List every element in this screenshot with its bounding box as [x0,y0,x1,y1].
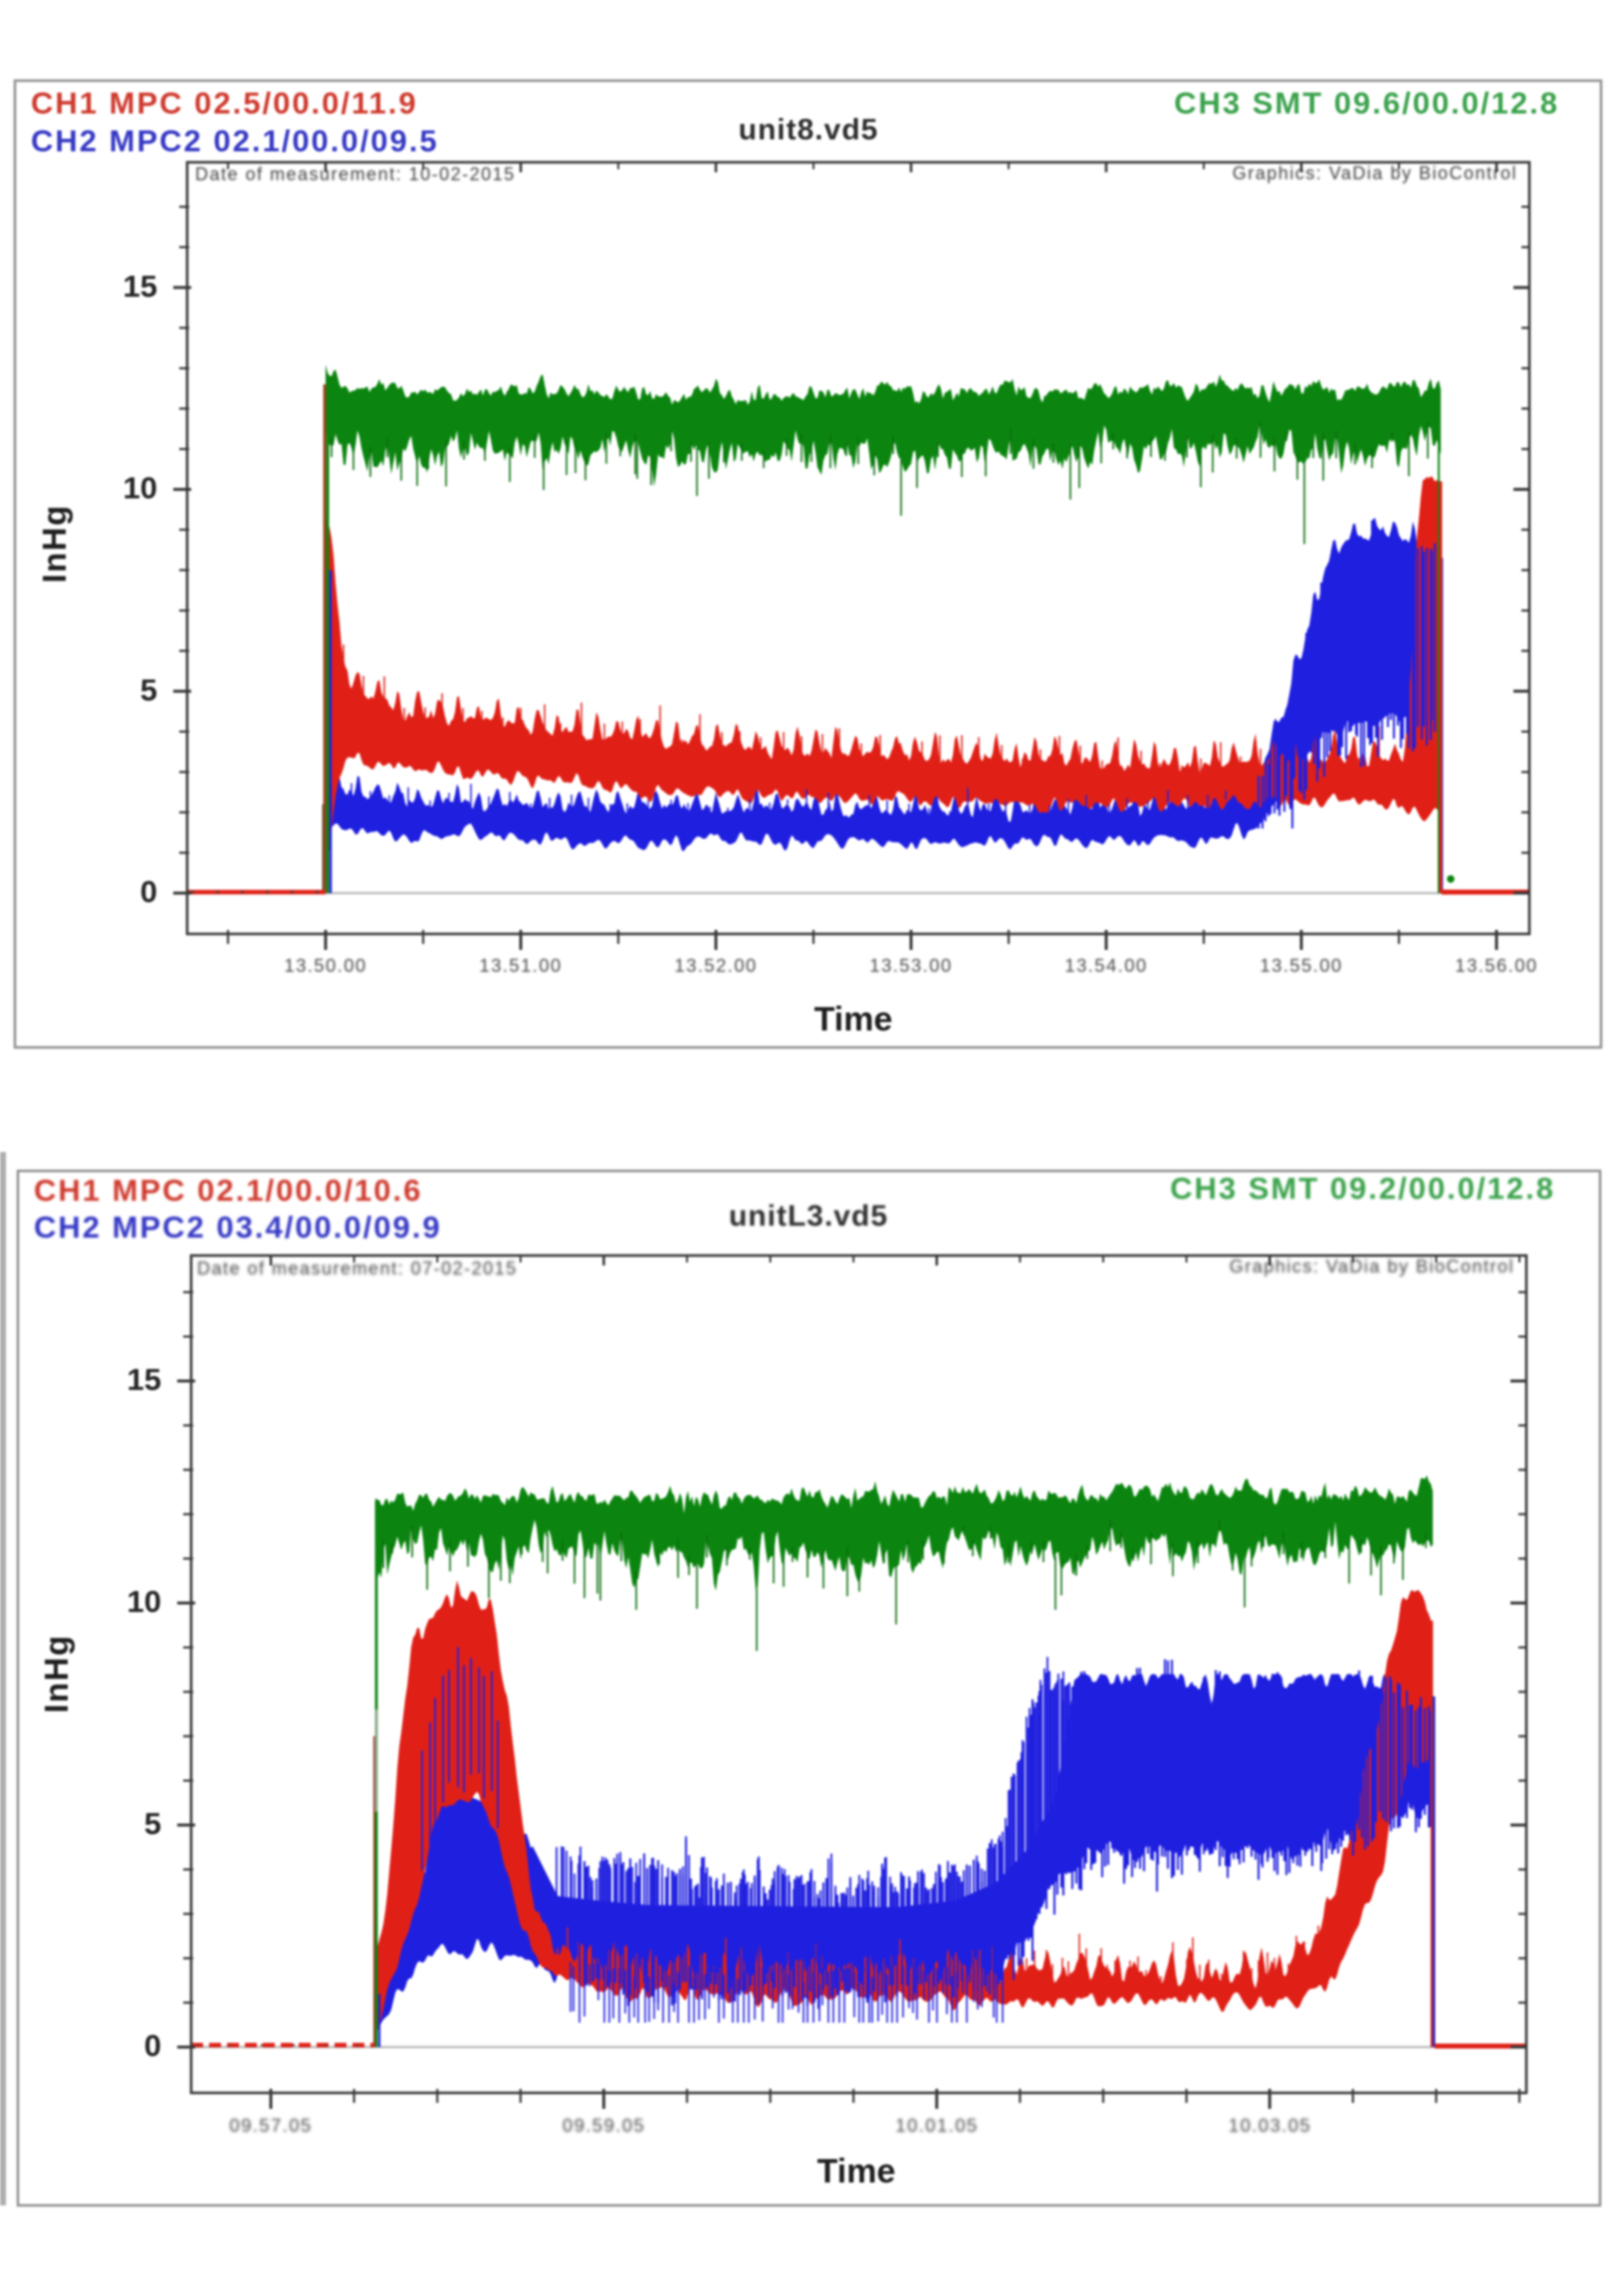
svg-text:0: 0 [144,2028,161,2063]
svg-text:InHg: InHg [38,1634,75,1713]
svg-text:CH1 MPC 02.5/00.0/11.9: CH1 MPC 02.5/00.0/11.9 [31,86,418,120]
svg-text:10: 10 [127,1584,161,1619]
svg-text:unit8.vd5: unit8.vd5 [739,114,879,146]
svg-text:CH2 MPC2 02.1/00.0/09.5: CH2 MPC2 02.1/00.0/09.5 [31,123,439,158]
svg-text:10.01.05: 10.01.05 [895,2115,978,2136]
svg-text:5: 5 [144,1806,161,1841]
svg-text:15: 15 [127,1362,161,1397]
svg-text:13.52.00: 13.52.00 [674,955,757,976]
svg-text:10.03.05: 10.03.05 [1229,2115,1311,2136]
svg-text:CH3 SMT 09.6/00.0/12.8: CH3 SMT 09.6/00.0/12.8 [1174,86,1559,120]
svg-text:Date of measurement: 10-02-201: Date of measurement: 10-02-2015 [195,164,516,184]
svg-text:13.53.00: 13.53.00 [869,955,952,976]
svg-text:0: 0 [140,874,157,909]
svg-text:09.59.05: 09.59.05 [563,2115,645,2136]
svg-text:15: 15 [123,269,157,304]
svg-text:Graphics: VaDia by BioControl: Graphics: VaDia by BioControl [1233,163,1517,183]
svg-text:Time: Time [814,1001,893,1038]
svg-text:Graphics: VaDia by BioControl: Graphics: VaDia by BioControl [1230,1257,1514,1276]
svg-text:09.57.05: 09.57.05 [229,2115,312,2136]
svg-text:13.51.00: 13.51.00 [479,955,562,976]
svg-text:5: 5 [140,672,157,707]
svg-text:10: 10 [123,471,157,506]
svg-text:CH2 MPC2 03.4/00.0/09.9: CH2 MPC2 03.4/00.0/09.9 [34,1210,442,1245]
svg-text:13.55.00: 13.55.00 [1260,955,1342,976]
svg-text:13.50.00: 13.50.00 [284,955,366,976]
svg-text:Date of measurement: 07-02-201: Date of measurement: 07-02-2015 [197,1259,518,1278]
svg-text:13.56.00: 13.56.00 [1455,955,1537,976]
svg-text:13.54.00: 13.54.00 [1064,955,1147,976]
svg-text:unitL3.vd5: unitL3.vd5 [729,1200,888,1233]
svg-text:CH1 MPC 02.1/00.0/10.6: CH1 MPC 02.1/00.0/10.6 [34,1173,422,1208]
svg-text:Time: Time [817,2153,896,2190]
svg-text:InHg: InHg [36,504,73,582]
svg-text:CH3 SMT 09.2/00.0/12.8: CH3 SMT 09.2/00.0/12.8 [1170,1171,1555,1206]
